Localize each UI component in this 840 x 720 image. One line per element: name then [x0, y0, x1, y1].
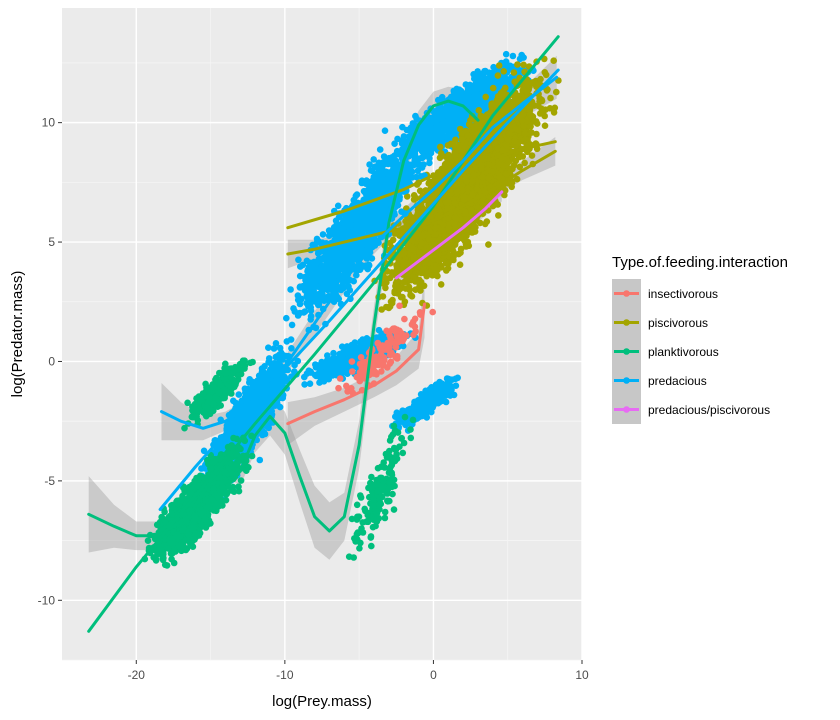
data-point-piscivorous	[456, 261, 464, 269]
data-point-predacious	[463, 97, 471, 105]
data-point-predacious	[443, 103, 450, 111]
data-point-piscivorous	[504, 103, 512, 111]
data-point-predacious	[460, 114, 467, 122]
data-point-predacious	[426, 159, 433, 167]
data-point-piscivorous	[495, 212, 502, 219]
data-point-piscivorous	[378, 306, 386, 313]
data-point-predacious	[456, 88, 464, 95]
data-point-predacious	[448, 118, 456, 125]
data-point-predacious	[438, 134, 446, 141]
data-point-piscivorous	[379, 293, 387, 300]
data-point-piscivorous	[553, 88, 560, 96]
data-point-piscivorous	[533, 120, 541, 127]
data-point-piscivorous	[514, 61, 521, 68]
data-point-piscivorous	[385, 304, 393, 312]
data-point-predacious	[518, 51, 525, 59]
data-point-piscivorous	[500, 68, 508, 75]
data-point-predacious	[473, 90, 480, 98]
data-point-predacious	[509, 52, 517, 60]
data-point-predacious	[502, 50, 510, 58]
data-point-piscivorous	[542, 71, 550, 79]
data-point-predacious	[451, 105, 458, 113]
data-point-piscivorous	[407, 291, 414, 299]
data-point-piscivorous	[410, 196, 418, 203]
data-point-piscivorous	[494, 72, 502, 79]
data-point-predacious	[502, 59, 510, 66]
grid-major	[62, 8, 583, 660]
confidence-band-insectivorous	[287, 270, 425, 446]
data-point-predacious	[473, 74, 480, 81]
data-point-predacious	[474, 68, 482, 75]
data-point-predacious	[399, 123, 406, 131]
data-point-piscivorous	[489, 84, 497, 92]
data-point-predacious	[466, 81, 474, 89]
data-point-piscivorous	[437, 143, 444, 151]
data-point-predacious	[437, 128, 445, 135]
data-point-predacious	[469, 103, 477, 110]
data-point-piscivorous	[527, 123, 534, 130]
data-point-piscivorous	[547, 94, 554, 102]
data-point-predacious	[431, 114, 439, 122]
data-point-predacious	[482, 81, 490, 89]
data-point-piscivorous	[495, 62, 503, 69]
data-point-predacious	[450, 129, 458, 137]
data-point-piscivorous	[471, 228, 479, 235]
data-point-piscivorous	[444, 142, 452, 149]
data-point-predacious	[426, 129, 433, 136]
data-point-piscivorous	[463, 232, 470, 240]
data-point-piscivorous	[437, 281, 445, 288]
data-point-predacious	[476, 81, 483, 89]
data-point-piscivorous	[485, 241, 492, 248]
data-point-piscivorous	[401, 298, 409, 306]
data-point-piscivorous	[533, 130, 540, 138]
data-point-piscivorous	[510, 69, 518, 76]
data-point-piscivorous	[465, 120, 473, 128]
data-point-predacious	[391, 140, 398, 147]
data-point-piscivorous	[537, 75, 544, 83]
data-point-predacious	[423, 123, 431, 130]
data-point-piscivorous	[499, 92, 507, 99]
data-point-piscivorous	[551, 104, 559, 112]
